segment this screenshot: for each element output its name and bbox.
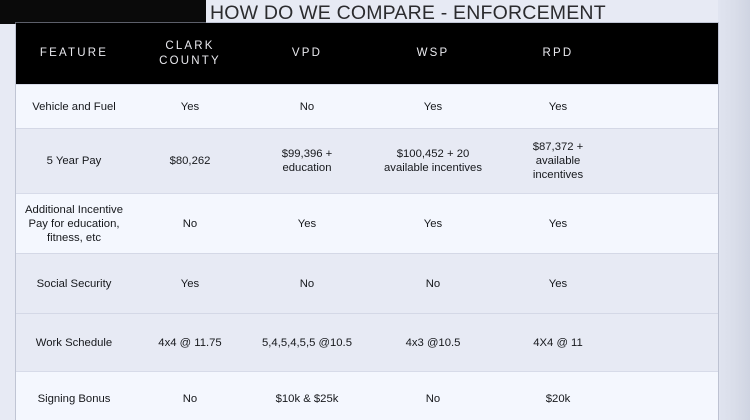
cell-clark-county: 4x4 @ 11.75 [158,336,222,349]
cell-wsp: No [425,393,441,405]
cell-wsp: No [425,277,441,290]
cell-feature: Work Schedule [35,336,113,349]
table-header-row: FEATURE CLARK COUNTY VPD WSP RPD [16,23,718,84]
cell-feature: 5 Year Pay [46,155,102,167]
table-row: Vehicle and Fuel Yes No Yes Yes [16,84,718,128]
cell-vpd: No [299,277,315,290]
cell-vpd: No [299,100,315,113]
cell-wsp: Yes [423,100,443,113]
column-header-wsp: WSP [416,47,450,59]
cell-vpd: $99,396 + education [281,148,333,174]
column-header-feature: FEATURE [39,47,109,59]
cell-vpd: 5,4,5,4,5,5 @10.5 [262,336,352,349]
cell-feature: Additional Incentive Pay for education, … [25,203,123,244]
cell-rpd: Yes [548,277,568,290]
table-row: Work Schedule 4x4 @ 11.75 5,4,5,4,5,5 @1… [16,313,718,371]
cell-rpd: $20k [545,393,571,405]
column-header-vpd: VPD [291,47,323,59]
table-row: Signing Bonus No $10k & $25k No $20k [16,371,718,420]
cell-vpd: Yes [297,217,317,230]
cell-feature: Signing Bonus [37,393,111,405]
column-header-rpd: RPD [542,47,574,59]
table-row: 5 Year Pay $80,262 $99,396 + education $… [16,128,718,193]
comparison-table: FEATURE CLARK COUNTY VPD WSP RPD Vehicle… [16,23,718,420]
cell-clark-county: No [182,393,198,405]
cell-wsp: $100,452 + 20 available incentives [384,148,482,174]
slide-right-edge [718,0,750,420]
cell-clark-county: $80,262 [169,155,211,167]
column-header-spacer [616,23,718,84]
cell-wsp: Yes [423,217,443,230]
table-row: Social Security Yes No No Yes [16,253,718,313]
cell-rpd: $87,372 + available incentives [532,141,584,181]
cell-clark-county: Yes [180,277,200,290]
cell-wsp: 4x3 @10.5 [405,336,461,349]
cell-rpd: Yes [548,217,568,230]
cell-rpd: Yes [548,100,568,113]
cell-feature: Vehicle and Fuel [32,100,116,113]
cell-clark-county: Yes [180,100,200,113]
cell-clark-county: No [182,217,198,230]
cell-feature: Social Security [36,277,112,290]
title-left-black-band [0,0,206,24]
page-title: HOW DO WE COMPARE - ENFORCEMENT [210,2,606,24]
column-header-clark-county: CLARK COUNTY [159,39,221,67]
cell-vpd: $10k & $25k [275,393,339,405]
table-row: Additional Incentive Pay for education, … [16,193,718,253]
cell-rpd: 4X4 @ 11 [533,336,583,349]
